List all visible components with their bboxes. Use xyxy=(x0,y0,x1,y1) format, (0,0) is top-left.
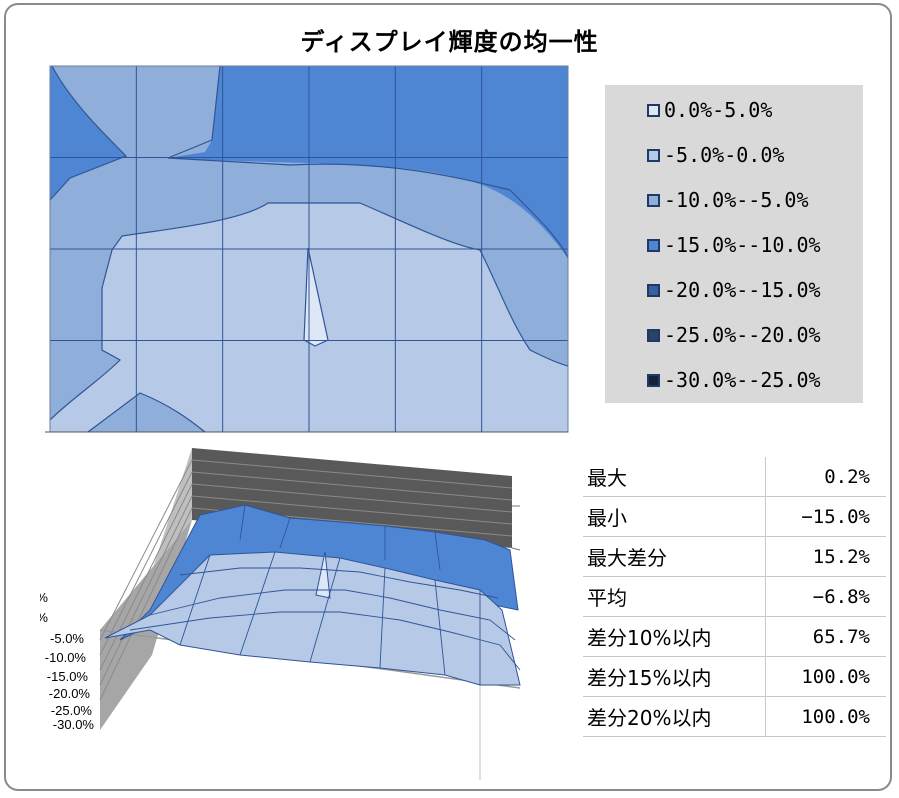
legend-label: -20.0%--15.0% xyxy=(664,278,821,302)
y-tick-label: -30.0% xyxy=(53,717,95,732)
y-tick-label: -5.0% xyxy=(50,631,84,646)
zone-minus15-minus10-left xyxy=(50,66,126,200)
y-tick-label: 5.0% xyxy=(40,590,48,605)
legend: 0.0%-5.0% -5.0%-0.0% -10.0%--5.0% -15.0%--1… xyxy=(605,85,863,403)
legend-label: 0.0%-5.0% xyxy=(664,98,773,122)
stats-value: 100.0% xyxy=(765,696,886,737)
stats-label: 差分10%以内 xyxy=(583,616,766,657)
stats-row: 平均 −6.8% xyxy=(583,576,886,617)
legend-entry: -20.0%--15.0% xyxy=(647,277,821,303)
stats-row: 差分10%以内 65.7% xyxy=(583,616,886,657)
y-tick-label: 0.0% xyxy=(40,610,48,625)
stats-row: 最大差分 15.2% xyxy=(583,536,886,577)
stats-value: −15.0% xyxy=(765,496,886,537)
stats-label: 最大 xyxy=(583,457,766,497)
surface-main xyxy=(104,551,521,686)
stats-value: 100.0% xyxy=(765,656,886,697)
contour-chart xyxy=(45,65,569,433)
stats-label: 平均 xyxy=(583,576,766,617)
legend-swatch xyxy=(647,283,660,297)
y-tick-label: -20.0% xyxy=(49,686,91,701)
stats-label: 最大差分 xyxy=(583,536,766,577)
zone-0-5-spike xyxy=(303,247,329,347)
stats-row: 最大 0.2% xyxy=(583,457,886,497)
legend-entry: 0.0%-5.0% xyxy=(647,97,772,123)
stats-row: 差分20%以内 100.0% xyxy=(583,696,886,737)
legend-swatch xyxy=(647,238,660,252)
legend-entry: -10.0%--5.0% xyxy=(647,187,809,213)
y-tick-label: -25.0% xyxy=(51,703,93,718)
legend-entry: -25.0%--20.0% xyxy=(647,322,821,348)
stats-value: 65.7% xyxy=(765,616,886,657)
stats-value: 0.2% xyxy=(765,457,886,497)
y-tick-label: -10.0% xyxy=(45,650,87,665)
stats-value: 15.2% xyxy=(765,536,886,577)
contour-grid xyxy=(50,66,568,432)
contour-lines xyxy=(49,65,569,433)
legend-entry: -5.0%-0.0% xyxy=(647,142,784,168)
legend-swatch xyxy=(647,103,660,117)
surface-spike xyxy=(315,551,331,599)
y-tick-label: -15.0% xyxy=(47,669,89,684)
chart-title: ディスプレイ輝度の均一性 xyxy=(300,28,599,56)
stats-label: 差分15%以内 xyxy=(583,656,766,697)
stats-row: 差分15%以内 100.0% xyxy=(583,656,886,697)
legend-label: -5.0%-0.0% xyxy=(664,143,785,167)
legend-label: -30.0%--25.0% xyxy=(664,368,821,392)
legend-label: -25.0%--20.0% xyxy=(664,323,821,347)
legend-swatch xyxy=(647,193,660,207)
legend-label: -10.0%--5.0% xyxy=(664,188,809,212)
legend-swatch xyxy=(647,373,660,387)
surface-chart: 5.0% 0.0%-5.0% -10.0% -15.0% -20.0% -25.0%-30… xyxy=(40,448,521,780)
legend-swatch xyxy=(647,328,660,342)
legend-entry: -30.0%--25.0% xyxy=(647,367,821,393)
zone-minus15-minus10-top xyxy=(136,66,568,258)
legend-entry: -15.0%--10.0% xyxy=(647,232,821,258)
surface-yticks: 5.0% 0.0%-5.0% -10.0% -15.0% -20.0% -25.0%-30… xyxy=(40,590,94,732)
legend-swatch xyxy=(647,148,660,162)
stats-label: 差分20%以内 xyxy=(583,696,766,737)
legend-label: -15.0%--10.0% xyxy=(664,233,821,257)
stats-value: −6.8% xyxy=(765,576,886,617)
stats-row: 最小 −15.0% xyxy=(583,496,886,537)
stats-label: 最小 xyxy=(583,496,766,537)
stats-table: 最大 0.2% 最小 −15.0% 最大差分 15.2% 平均 −6.8% 差分10%以内 65.… xyxy=(583,457,886,737)
